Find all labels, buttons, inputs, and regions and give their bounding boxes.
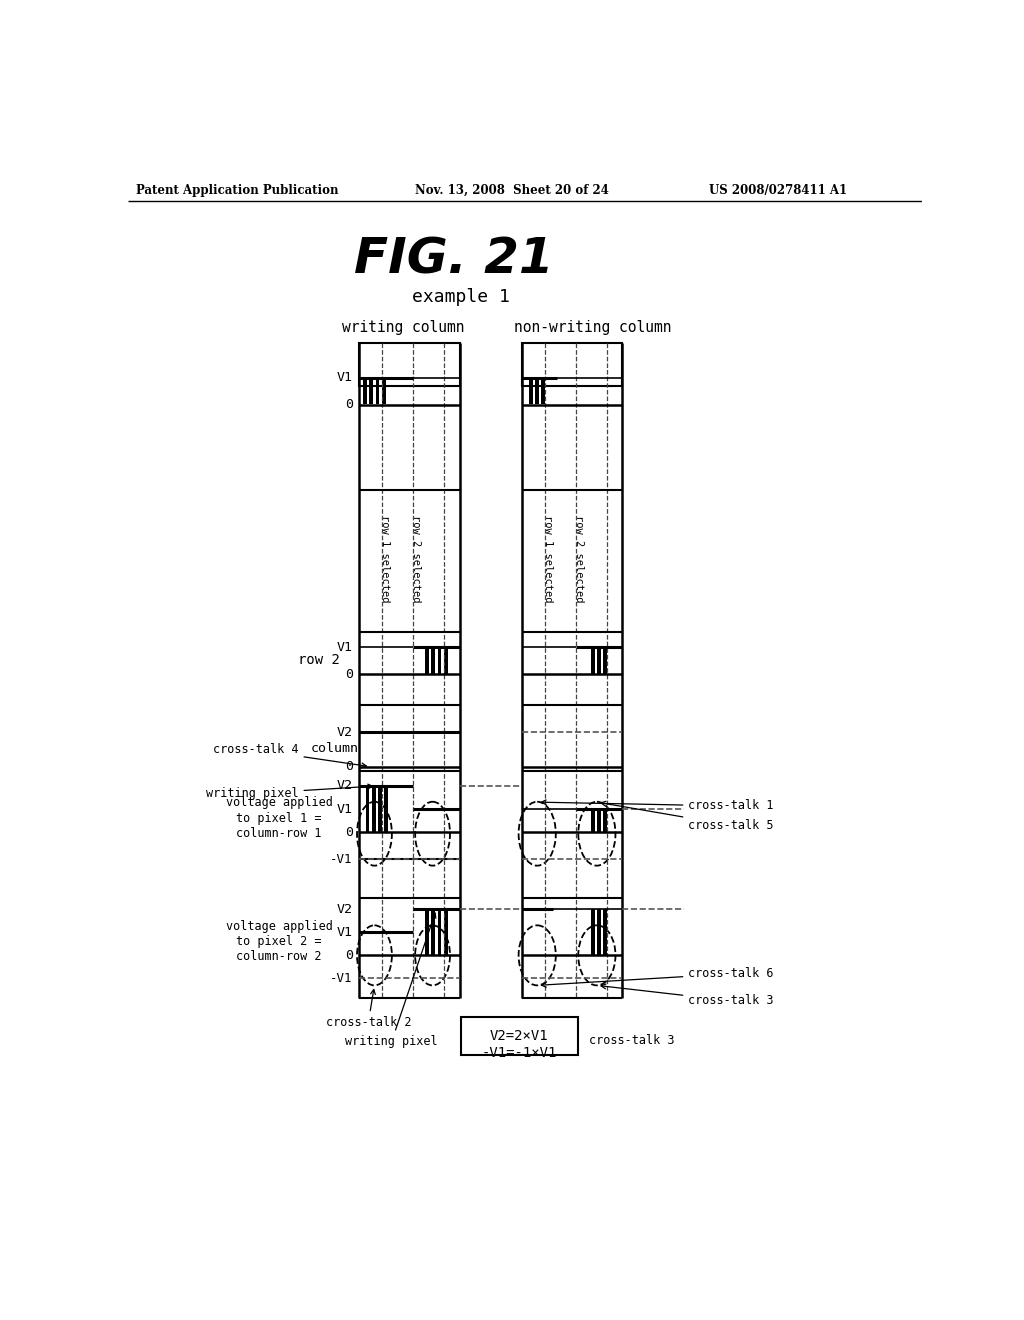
Text: cross-talk 5: cross-talk 5: [601, 801, 774, 832]
Text: V1: V1: [337, 925, 352, 939]
Text: cross-talk 1: cross-talk 1: [542, 800, 774, 813]
Bar: [597, 647, 601, 673]
Text: V1: V1: [337, 371, 352, 384]
Text: 0: 0: [345, 399, 352, 412]
Text: cross-talk 2: cross-talk 2: [326, 990, 411, 1030]
Bar: [591, 809, 595, 832]
Text: cross-talk 6: cross-talk 6: [542, 968, 774, 987]
Bar: [597, 809, 601, 832]
Bar: [382, 378, 386, 404]
Bar: [425, 647, 429, 673]
Bar: [536, 378, 540, 404]
Text: cross-talk 4: cross-talk 4: [213, 743, 367, 768]
Bar: [431, 647, 435, 673]
Text: -V1=-1×V1: -V1=-1×V1: [481, 1047, 557, 1060]
Text: cross-talk 3: cross-talk 3: [601, 983, 774, 1007]
Text: column-row 2: column-row 2: [237, 950, 322, 964]
Text: 0: 0: [345, 760, 352, 774]
Text: 0: 0: [345, 825, 352, 838]
Bar: [597, 909, 601, 956]
Text: Patent Application Publication: Patent Application Publication: [136, 185, 338, 197]
Bar: [529, 378, 532, 404]
Text: row 1 selected: row 1 selected: [380, 515, 390, 602]
Bar: [443, 909, 447, 956]
Bar: [359, 343, 460, 385]
Text: row 2 selected: row 2 selected: [412, 515, 421, 602]
Text: column: column: [311, 742, 359, 755]
Bar: [521, 343, 623, 385]
Text: writing column: writing column: [342, 321, 464, 335]
Bar: [437, 647, 441, 673]
Text: row 2 selected: row 2 selected: [574, 515, 584, 602]
Bar: [384, 785, 388, 832]
Text: -V1: -V1: [331, 853, 352, 866]
Text: V2: V2: [337, 726, 352, 739]
Text: V1: V1: [337, 803, 352, 816]
Text: -V1: -V1: [331, 972, 352, 985]
Text: voltage applied: voltage applied: [225, 920, 333, 933]
Text: row 1 selected: row 1 selected: [543, 515, 553, 602]
Bar: [542, 378, 546, 404]
Text: writing pixel: writing pixel: [345, 913, 438, 1048]
Bar: [431, 909, 435, 956]
Bar: [461, 1016, 578, 1056]
Bar: [603, 809, 607, 832]
Text: Nov. 13, 2008  Sheet 20 of 24: Nov. 13, 2008 Sheet 20 of 24: [415, 185, 608, 197]
Bar: [603, 909, 607, 956]
Bar: [366, 785, 370, 832]
Text: row 2: row 2: [298, 653, 340, 668]
Bar: [376, 378, 380, 404]
Text: US 2008/0278411 A1: US 2008/0278411 A1: [710, 185, 848, 197]
Text: non-writing column: non-writing column: [514, 321, 672, 335]
Text: example 1: example 1: [413, 288, 510, 306]
Text: to pixel 1 =: to pixel 1 =: [237, 812, 322, 825]
Text: V1: V1: [337, 640, 352, 653]
Text: V2: V2: [337, 903, 352, 916]
Text: V2=2×V1: V2=2×V1: [490, 1028, 549, 1043]
Bar: [603, 647, 607, 673]
Text: writing pixel: writing pixel: [206, 784, 373, 800]
Text: column-row 1: column-row 1: [237, 828, 322, 841]
Text: FIG. 21: FIG. 21: [353, 235, 553, 284]
Text: V2: V2: [337, 779, 352, 792]
Bar: [443, 647, 447, 673]
Bar: [437, 909, 441, 956]
Text: voltage applied: voltage applied: [225, 796, 333, 809]
Bar: [364, 378, 367, 404]
Bar: [372, 785, 376, 832]
Text: 0: 0: [345, 949, 352, 962]
Bar: [425, 909, 429, 956]
Text: cross-talk 3: cross-talk 3: [589, 1034, 675, 1047]
Bar: [591, 909, 595, 956]
Bar: [378, 785, 382, 832]
Text: 0: 0: [345, 668, 352, 681]
Text: to pixel 2 =: to pixel 2 =: [237, 935, 322, 948]
Bar: [591, 647, 595, 673]
Bar: [370, 378, 374, 404]
